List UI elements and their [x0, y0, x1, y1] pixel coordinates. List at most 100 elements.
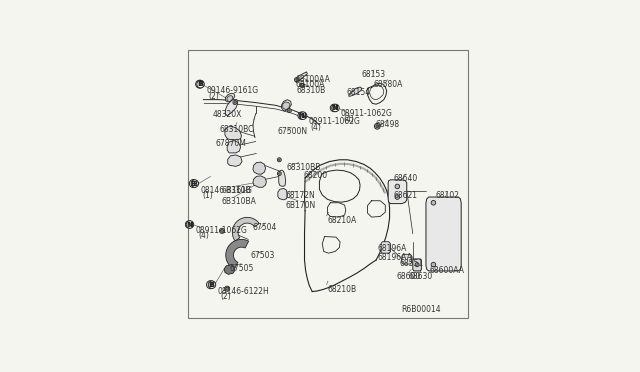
Polygon shape	[388, 180, 407, 203]
Polygon shape	[225, 93, 235, 102]
Text: 68310BC: 68310BC	[219, 125, 253, 134]
Circle shape	[296, 79, 298, 80]
Text: 08911-1062G: 08911-1062G	[196, 226, 248, 235]
Circle shape	[189, 180, 197, 187]
Text: 68196AA: 68196AA	[377, 253, 412, 262]
Text: (4): (4)	[343, 115, 354, 124]
Text: 67503: 67503	[250, 251, 275, 260]
Polygon shape	[253, 162, 266, 174]
Text: B: B	[192, 180, 197, 187]
Polygon shape	[282, 100, 291, 111]
Polygon shape	[225, 126, 241, 140]
Circle shape	[301, 84, 303, 86]
Circle shape	[207, 280, 214, 289]
Text: 67500N: 67500N	[278, 127, 308, 136]
Polygon shape	[279, 170, 285, 186]
Text: N: N	[300, 113, 306, 119]
Polygon shape	[232, 217, 259, 241]
Circle shape	[197, 80, 204, 88]
Text: 68210B: 68210B	[328, 285, 356, 294]
Text: 68640: 68640	[394, 174, 417, 183]
Text: 68153: 68153	[362, 70, 386, 79]
Polygon shape	[226, 240, 249, 269]
Text: 68100AA: 68100AA	[295, 75, 330, 84]
Text: 67505: 67505	[229, 264, 253, 273]
Text: 08911-1062G: 08911-1062G	[308, 117, 360, 126]
Polygon shape	[426, 197, 461, 271]
Text: 68100A: 68100A	[296, 80, 325, 89]
Circle shape	[278, 173, 280, 174]
Circle shape	[431, 262, 436, 267]
Text: (4): (4)	[198, 231, 209, 240]
Text: 68580A: 68580A	[374, 80, 403, 89]
Text: 68154: 68154	[347, 88, 371, 97]
Text: 68498: 68498	[375, 120, 399, 129]
Polygon shape	[227, 96, 233, 101]
Circle shape	[415, 263, 419, 267]
Text: 68621: 68621	[394, 191, 417, 200]
Text: 68200: 68200	[303, 171, 328, 180]
Text: 09146-9161G: 09146-9161G	[206, 86, 259, 95]
Text: 6B310B: 6B310B	[221, 186, 251, 195]
Text: B: B	[197, 81, 202, 87]
Text: 68551: 68551	[399, 259, 423, 268]
Polygon shape	[413, 259, 421, 271]
Circle shape	[330, 104, 338, 112]
Text: 6B170N: 6B170N	[285, 201, 316, 210]
Circle shape	[208, 281, 216, 288]
Circle shape	[186, 221, 194, 228]
Circle shape	[220, 228, 225, 233]
Circle shape	[376, 125, 379, 128]
Circle shape	[287, 109, 291, 112]
Circle shape	[300, 83, 303, 87]
Text: N: N	[187, 221, 193, 228]
Text: 68196A: 68196A	[377, 244, 406, 253]
Text: (4): (4)	[311, 122, 322, 132]
Polygon shape	[227, 141, 241, 153]
Text: B: B	[191, 180, 196, 187]
Text: 68210A: 68210A	[328, 216, 356, 225]
Text: 68630: 68630	[409, 272, 433, 281]
Circle shape	[431, 201, 436, 205]
Text: (1): (1)	[203, 191, 214, 200]
Circle shape	[289, 110, 290, 111]
Text: B: B	[209, 282, 214, 288]
Circle shape	[332, 104, 339, 112]
Text: 08911-1062G: 08911-1062G	[341, 109, 393, 118]
Text: 48320X: 48320X	[213, 110, 242, 119]
Polygon shape	[402, 254, 412, 264]
Text: R6B00014: R6B00014	[401, 305, 441, 314]
Text: 68600AA: 68600AA	[429, 266, 465, 275]
Polygon shape	[225, 100, 238, 116]
Text: 68600: 68600	[396, 272, 420, 281]
Polygon shape	[253, 176, 266, 187]
Circle shape	[300, 112, 307, 119]
Circle shape	[186, 221, 193, 228]
Circle shape	[225, 286, 230, 291]
Circle shape	[221, 230, 223, 232]
Polygon shape	[381, 242, 390, 253]
Polygon shape	[228, 155, 242, 166]
Text: 6B310BA: 6B310BA	[221, 197, 256, 206]
Polygon shape	[224, 264, 235, 275]
Circle shape	[302, 84, 303, 86]
Polygon shape	[349, 87, 362, 96]
Text: 67504: 67504	[253, 223, 277, 232]
Text: N: N	[299, 113, 305, 119]
Circle shape	[395, 184, 399, 189]
Circle shape	[277, 158, 282, 162]
Polygon shape	[278, 189, 287, 200]
Text: 08146-8161G: 08146-8161G	[200, 186, 252, 195]
Circle shape	[196, 80, 204, 88]
Circle shape	[234, 102, 236, 103]
Circle shape	[277, 171, 282, 176]
Circle shape	[233, 100, 237, 105]
Polygon shape	[283, 102, 290, 110]
Circle shape	[191, 180, 198, 187]
Text: 68102: 68102	[435, 191, 460, 200]
Circle shape	[301, 83, 305, 87]
Text: 08146-6122H: 08146-6122H	[218, 287, 269, 296]
Text: N: N	[333, 105, 339, 111]
Text: 68172N: 68172N	[285, 191, 316, 200]
Text: (2): (2)	[209, 92, 220, 101]
